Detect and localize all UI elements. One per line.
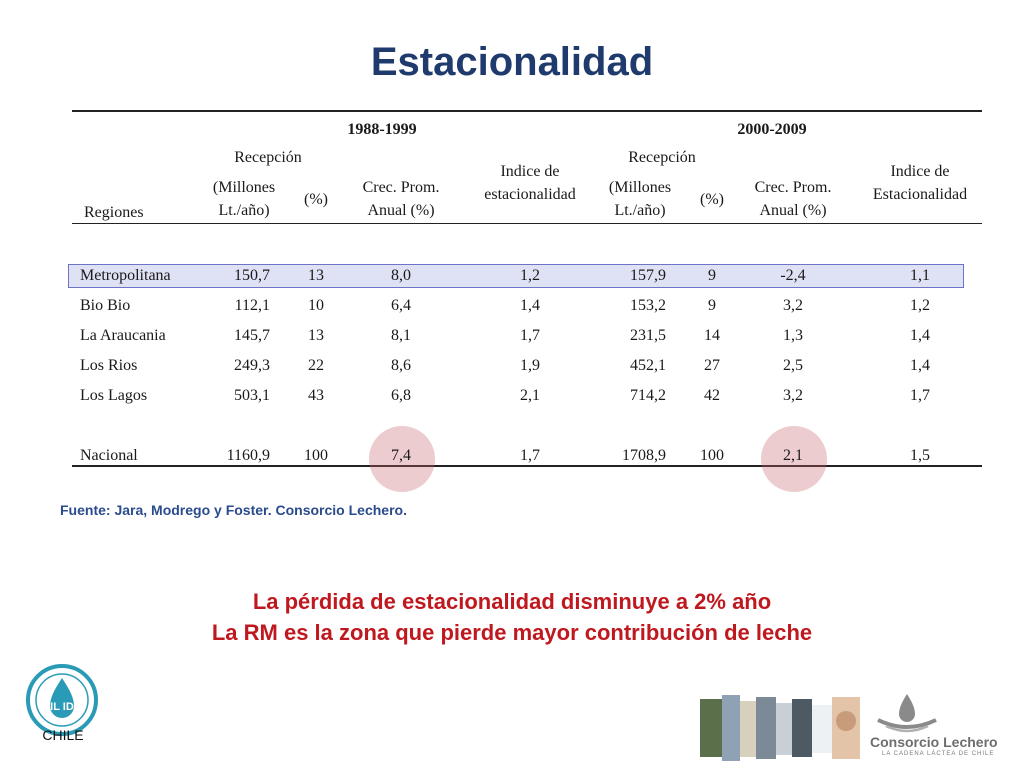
cell-la-araucania-index-p2: 1,4: [910, 327, 930, 344]
region-bio-bio: Bio Bio: [80, 297, 131, 314]
header-units-line2-p1: Lt./año): [218, 202, 270, 219]
header-growth-line2-p1: Anual (%): [367, 202, 435, 219]
cell-los-lagos-reception-p1: 503,1: [234, 387, 270, 404]
cell-metropolitana-pct-p2: 9: [708, 267, 716, 284]
chile-label: CHILE: [42, 727, 84, 743]
cell-los-lagos-reception-p2: 714,2: [630, 387, 666, 404]
cell-la-araucania-pct-p2: 14: [704, 327, 720, 344]
cell-la-araucania-pct-p1: 13: [308, 327, 324, 344]
cell-nacional-reception-p1: 1160,9: [226, 447, 270, 464]
cell-bio-bio-pct-p1: 10: [308, 297, 324, 314]
cell-la-araucania-reception-p1: 145,7: [234, 327, 270, 344]
conclusion-line-1: La pérdida de estacionalidad disminuye a…: [252, 589, 772, 614]
table-header-rule: [72, 223, 982, 224]
cell-los-rios-reception-p2: 452,1: [630, 357, 666, 374]
header-growth-line2-p2: Anual (%): [759, 202, 827, 219]
cell-los-rios-reception-p1: 249,3: [234, 357, 270, 374]
header-units-line1-p2: (Millones: [608, 179, 672, 196]
cell-los-rios-growth-p2: 2,5: [783, 357, 803, 374]
cell-la-araucania-reception-p2: 231,5: [630, 327, 666, 344]
header-index-line1-p2: Indice de: [890, 163, 950, 180]
header-index-line2-p2: Estacionalidad: [872, 186, 968, 203]
cell-los-lagos-index-p1: 2,1: [520, 387, 540, 404]
cell-los-lagos-pct-p1: 43: [308, 387, 324, 404]
brand-tagline: LA CADENA LÁCTEA DE CHILE: [882, 751, 995, 757]
cell-bio-bio-reception-p2: 153,2: [630, 297, 666, 314]
cell-nacional-reception-p2: 1708,9: [622, 447, 666, 464]
header-index-line2-p1: estacionalidad: [484, 186, 576, 203]
highlight-circle-growth-p2: [761, 426, 827, 492]
cell-nacional-index-p1: 1,7: [520, 447, 540, 464]
cell-bio-bio-reception-p1: 112,1: [234, 297, 270, 314]
cell-bio-bio-growth-p2: 3,2: [783, 297, 803, 314]
cell-bio-bio-index-p2: 1,2: [910, 297, 930, 314]
header-regions: Regiones: [84, 204, 144, 221]
cell-nacional-index-p2: 1,5: [910, 447, 930, 464]
fil-idf-logo-text: FIL IDF: [43, 701, 80, 713]
cell-bio-bio-pct-p2: 9: [708, 297, 716, 314]
highlighted-row-metropolitana: [68, 264, 964, 288]
header-reception-p1: Recepción: [234, 149, 302, 166]
cell-los-lagos-index-p2: 1,7: [910, 387, 930, 404]
header-index-line1-p1: Indice de: [500, 163, 560, 180]
region-metropolitana: Metropolitana: [80, 267, 171, 284]
cell-los-lagos-pct-p2: 42: [704, 387, 720, 404]
cell-nacional-growth-p1: 7,4: [391, 447, 411, 464]
cell-metropolitana-growth-p2: -2,4: [780, 267, 806, 284]
header-growth-line1-p1: Crec. Prom.: [362, 179, 440, 196]
cell-los-rios-growth-p1: 8,6: [391, 357, 411, 374]
cell-la-araucania-growth-p2: 1,3: [783, 327, 803, 344]
header-reception-p2: Recepción: [628, 149, 696, 166]
consorcio-lechero-logo: [877, 694, 937, 733]
highlight-circle-growth-p1: [369, 426, 435, 492]
cell-metropolitana-pct-p1: 13: [308, 267, 324, 284]
period-2000-2009: 2000-2009: [737, 121, 807, 138]
table-bottom-rule: [72, 465, 982, 467]
cell-los-lagos-growth-p2: 3,2: [783, 387, 803, 404]
conclusion-line-2: La RM es la zona que pierde mayor contri…: [211, 620, 813, 645]
cell-los-rios-index-p2: 1,4: [910, 357, 930, 374]
cell-metropolitana-index-p1: 1,2: [520, 267, 540, 284]
slide-title: Estacionalidad: [370, 40, 654, 84]
table-top-rule: [72, 110, 982, 112]
cell-los-rios-index-p1: 1,9: [520, 357, 540, 374]
cell-bio-bio-index-p1: 1,4: [520, 297, 540, 314]
header-units-line2-p2: Lt./año): [614, 202, 666, 219]
header-pct-p2: (%): [700, 191, 724, 208]
period-1988-1999: 1988-1999: [347, 121, 417, 138]
cell-los-rios-pct-p2: 27: [704, 357, 720, 374]
cell-metropolitana-reception-p2: 157,9: [630, 267, 666, 284]
cell-la-araucania-index-p1: 1,7: [520, 327, 540, 344]
brand-name: Consorcio Lechero: [870, 734, 998, 750]
cell-metropolitana-growth-p1: 8,0: [391, 267, 411, 284]
cell-metropolitana-index-p2: 1,1: [910, 267, 930, 284]
source-note: Fuente: Jara, Modrego y Foster. Consorci…: [60, 502, 407, 518]
seasonality-table: 1988-1999 2000-2009 Recepción (Millones …: [68, 110, 982, 492]
fil-idf-logo: FIL IDF: [26, 664, 98, 736]
cell-los-rios-pct-p1: 22: [308, 357, 324, 374]
dairy-photo-strip: [700, 695, 860, 761]
cell-bio-bio-growth-p1: 6,4: [391, 297, 411, 314]
region-nacional: Nacional: [80, 447, 138, 464]
header-units-line1-p1: (Millones: [212, 179, 276, 196]
region-los-rios: Los Rios: [80, 357, 138, 374]
cell-nacional-pct-p1: 100: [304, 447, 328, 464]
header-growth-line1-p2: Crec. Prom.: [754, 179, 832, 196]
cell-metropolitana-reception-p1: 150,7: [234, 267, 270, 284]
region-los-lagos: Los Lagos: [80, 387, 148, 404]
cell-la-araucania-growth-p1: 8,1: [391, 327, 411, 344]
region-la-araucania: La Araucania: [80, 327, 166, 344]
cell-los-lagos-growth-p1: 6,8: [391, 387, 411, 404]
header-pct-p1: (%): [304, 191, 328, 208]
cell-nacional-pct-p2: 100: [700, 447, 724, 464]
cell-nacional-growth-p2: 2,1: [783, 447, 803, 464]
